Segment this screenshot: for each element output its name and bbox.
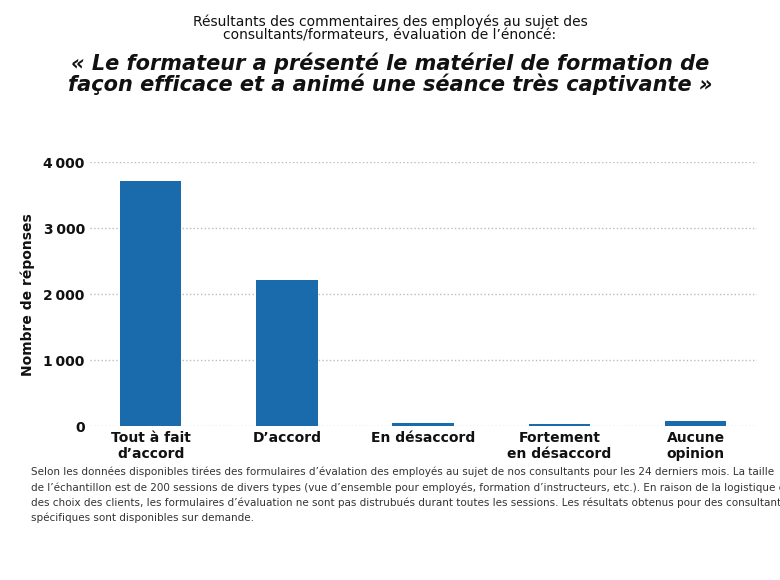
Text: « Le formateur a présenté le matériel de formation de: « Le formateur a présenté le matériel de… <box>71 52 709 74</box>
Bar <box>120 181 181 426</box>
Text: Résultants des commentaires des employés au sujet des: Résultants des commentaires des employés… <box>193 14 587 29</box>
Bar <box>257 280 317 426</box>
Bar <box>529 424 590 426</box>
Bar <box>392 423 454 426</box>
Y-axis label: Nombre de réponses: Nombre de réponses <box>20 213 35 376</box>
Text: Selon les données disponibles tirées des formulaires d’évalation des employés au: Selon les données disponibles tirées des… <box>31 467 780 523</box>
Text: façon efficace et a animé une séance très captivante »: façon efficace et a animé une séance trè… <box>68 74 712 95</box>
Text: consultants/formateurs, évaluation de l’énoncé:: consultants/formateurs, évaluation de l’… <box>223 28 557 42</box>
Bar <box>665 421 726 426</box>
